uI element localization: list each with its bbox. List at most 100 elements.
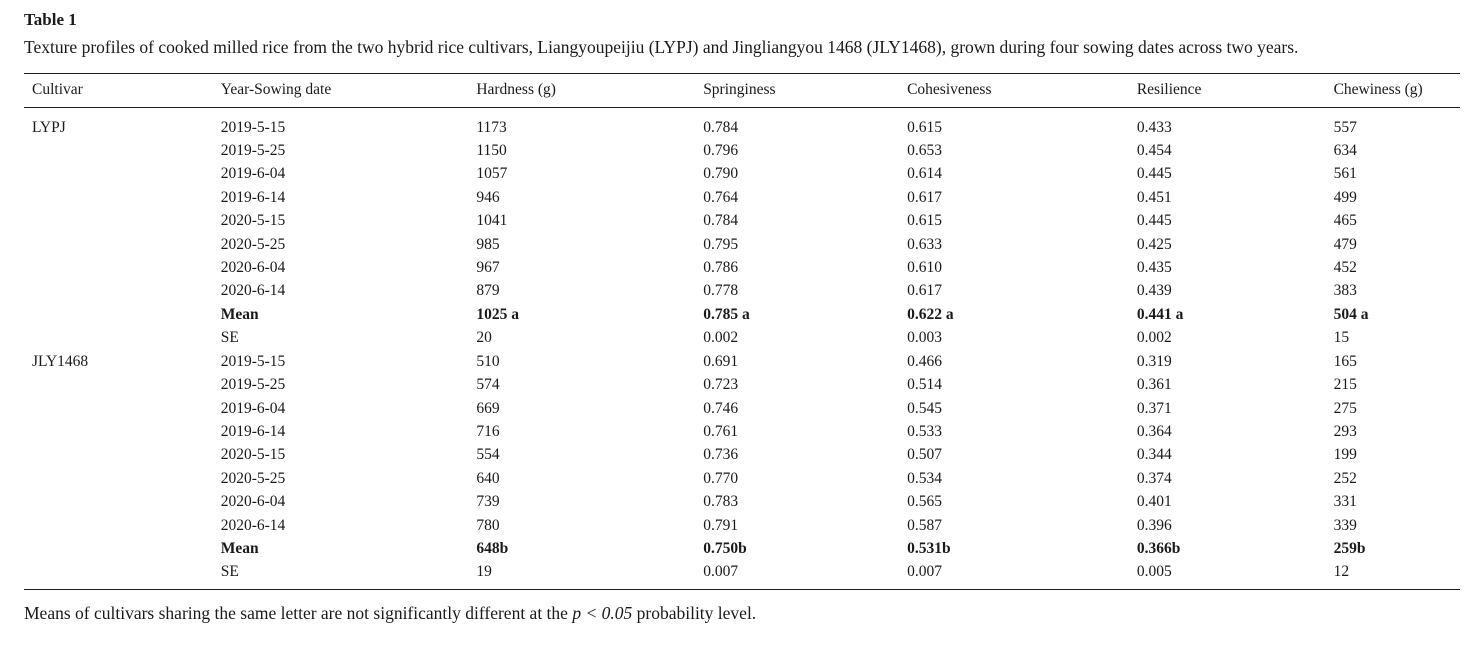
table-cell-date: 2020-5-15 <box>220 212 286 230</box>
table-row: Mean 648b 0.750b 0.531b 0.366b 259b <box>24 537 1460 560</box>
table-cell-resilience: 0.425 <box>1136 235 1172 253</box>
table-cell-resilience: 0.445 <box>1136 212 1172 230</box>
table-cell-springiness: 0.790 <box>703 165 739 183</box>
table-cell-cultivar <box>24 467 221 490</box>
table-cell-cohesiveness: 0.533 <box>907 422 942 440</box>
table-cell-cohesiveness: 0.545 <box>907 399 942 417</box>
column-header-hardness: Hardness (g) <box>476 73 704 108</box>
table-cell-hardness: 1041 <box>476 212 508 230</box>
table-cell-hardness: 19 <box>476 563 492 581</box>
column-header-chewiness: Chewiness (g) <box>1333 73 1460 108</box>
table-cell-cohesiveness: 0.622 a <box>907 305 954 323</box>
table-cell-cultivar <box>24 303 221 326</box>
table-cell-chewiness: 339 <box>1333 516 1357 534</box>
table-cell-resilience: 0.005 <box>1136 563 1172 581</box>
table-cell-date: 2019-5-15 <box>220 118 286 136</box>
footnote-p-value: p < 0.05 <box>572 602 633 623</box>
table-cell-cultivar <box>24 537 221 560</box>
table-cell-hardness: 780 <box>476 516 500 534</box>
table-cell-cultivar <box>24 186 221 209</box>
table-cell-cohesiveness: 0.587 <box>907 516 942 534</box>
table-cell-date: 2019-5-15 <box>220 352 286 370</box>
table-cell-cohesiveness: 0.466 <box>907 352 942 370</box>
table-cell-springiness: 0.002 <box>703 329 739 347</box>
table-cell-cultivar <box>24 209 221 232</box>
table-cell-springiness: 0.783 <box>703 493 739 511</box>
table-cell-chewiness: 199 <box>1333 446 1357 464</box>
table-cell-date: 2019-5-25 <box>220 142 286 160</box>
table-cell-cohesiveness: 0.507 <box>907 446 942 464</box>
table-cell-springiness: 0.784 <box>703 118 739 136</box>
table-cell-springiness: 0.746 <box>703 399 739 417</box>
table-row: 2019-5-25 574 0.723 0.514 0.361 215 <box>24 373 1460 396</box>
table-cell-cohesiveness: 0.615 <box>907 212 942 230</box>
table-cell-chewiness: 479 <box>1333 235 1357 253</box>
table-row: 2020-6-14 780 0.791 0.587 0.396 339 <box>24 514 1460 537</box>
table-cell-resilience: 0.371 <box>1136 399 1172 417</box>
table-cell-cohesiveness: 0.514 <box>907 376 942 394</box>
table-cell-date: 2020-6-04 <box>220 259 286 277</box>
table-row: 2020-5-15 554 0.736 0.507 0.344 199 <box>24 443 1460 466</box>
table-cell-date: 2020-6-04 <box>220 493 286 511</box>
table-cell-cohesiveness: 0.617 <box>907 188 942 206</box>
table-cell-cultivar <box>24 162 221 185</box>
table-cell-cultivar <box>24 490 221 513</box>
table-cell-date: 2020-6-14 <box>220 516 286 534</box>
texture-profiles-table: Cultivar Year-Sowing date Hardness (g) S… <box>24 72 1460 590</box>
table-cell-resilience: 0.319 <box>1136 352 1172 370</box>
footnote-text-suffix: probability level. <box>632 602 757 623</box>
column-header-resilience: Resilience <box>1136 73 1334 108</box>
table-cell-cohesiveness: 0.617 <box>907 282 942 300</box>
column-header-cohesiveness: Cohesiveness <box>907 73 1137 108</box>
table-cell-cultivar <box>24 326 221 349</box>
column-header-sowing-date: Year-Sowing date <box>220 73 477 108</box>
table-cell-chewiness: 504 a <box>1333 305 1369 323</box>
table-cell-cohesiveness: 0.610 <box>907 259 942 277</box>
table-row: 2019-6-04 1057 0.790 0.614 0.445 561 <box>24 162 1460 185</box>
table-cell-springiness: 0.786 <box>703 259 739 277</box>
table-cell-resilience: 0.441 a <box>1136 305 1184 323</box>
table-label: Table 1 <box>24 10 77 29</box>
table-cell-hardness: 1173 <box>476 118 507 136</box>
table-cell-resilience: 0.396 <box>1136 516 1172 534</box>
table-cell-cohesiveness: 0.534 <box>907 469 942 487</box>
table-cell-hardness: 510 <box>476 352 500 370</box>
table-cell-cohesiveness: 0.615 <box>907 118 942 136</box>
table-cell-hardness: 879 <box>476 282 500 300</box>
table-caption: Texture profiles of cooked milled rice f… <box>24 36 1299 57</box>
table-cell-date: SE <box>220 563 239 581</box>
table-cell-cohesiveness: 0.633 <box>907 235 942 253</box>
table-cell-springiness: 0.764 <box>703 188 739 206</box>
table-cell-chewiness: 634 <box>1333 142 1357 160</box>
table-cell-chewiness: 331 <box>1333 493 1357 511</box>
table-row: 2019-6-14 716 0.761 0.533 0.364 293 <box>24 420 1460 443</box>
table-cell-hardness: 946 <box>476 188 500 206</box>
table-cell-springiness: 0.796 <box>703 142 739 160</box>
table-row: 2019-5-25 1150 0.796 0.653 0.454 634 <box>24 139 1460 162</box>
table-cell-springiness: 0.791 <box>703 516 739 534</box>
table-cell-cohesiveness: 0.007 <box>907 563 942 581</box>
footnote-text-prefix: Means of cultivars sharing the same lett… <box>24 602 573 623</box>
table-cell-springiness: 0.007 <box>703 563 739 581</box>
table-row: JLY1468 2019-5-15 510 0.691 0.466 0.319 165 <box>24 350 1460 373</box>
column-header-cultivar: Cultivar <box>24 73 221 108</box>
table-cell-cultivar <box>24 560 221 589</box>
table-cell-date: 2020-5-25 <box>220 469 286 487</box>
table-cell-resilience: 0.361 <box>1136 376 1172 394</box>
table-cell-cultivar <box>24 279 221 302</box>
table-row: SE 19 0.007 0.007 0.005 12 <box>24 560 1460 589</box>
table-row: 2019-6-04 669 0.746 0.545 0.371 275 <box>24 397 1460 420</box>
table-cell-springiness: 0.761 <box>703 422 739 440</box>
table-cell-hardness: 967 <box>476 259 500 277</box>
table-cell-chewiness: 12 <box>1333 563 1350 581</box>
table-header-row: Cultivar Year-Sowing date Hardness (g) S… <box>24 73 1460 108</box>
table-cell-springiness: 0.723 <box>703 376 739 394</box>
table-cell-hardness: 669 <box>476 399 500 417</box>
table-cell-cohesiveness: 0.003 <box>907 329 942 347</box>
table-cell-resilience: 0.364 <box>1136 422 1172 440</box>
table-cell-chewiness: 293 <box>1333 422 1357 440</box>
table-cell-chewiness: 499 <box>1333 188 1357 206</box>
table-cell-date: Mean <box>220 539 259 557</box>
table-cell-chewiness: 275 <box>1333 399 1357 417</box>
table-cell-date: 2019-6-04 <box>220 399 286 417</box>
